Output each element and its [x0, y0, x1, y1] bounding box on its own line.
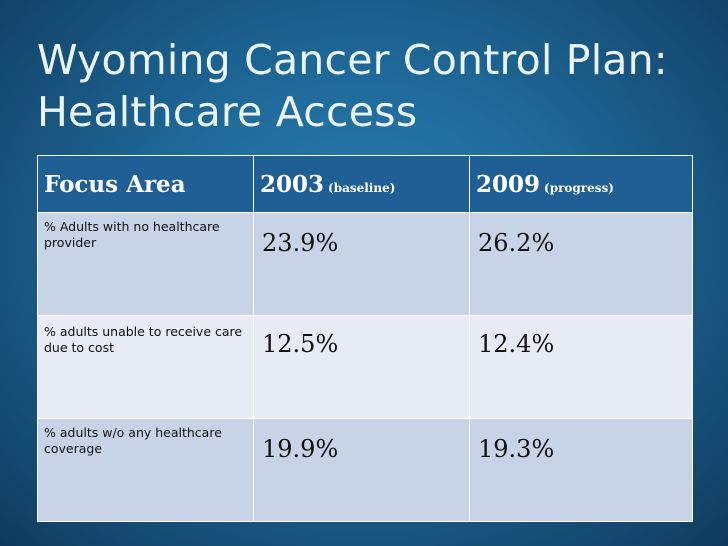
value-2009: 12.4% — [469, 315, 693, 419]
value-2003: 23.9% — [253, 212, 470, 316]
header-focus-area-label: Focus Area — [44, 170, 186, 198]
header-2009-note: (progress) — [544, 180, 614, 195]
value-2003: 19.9% — [253, 418, 470, 522]
value-2009: 19.3% — [469, 418, 693, 522]
header-2003-note: (baseline) — [328, 180, 396, 195]
header-2009: 2009 (progress) — [469, 155, 693, 213]
row-label: % adults unable to receive care due to c… — [37, 315, 254, 419]
table-row: % adults w/o any healthcare coverage 19.… — [37, 418, 693, 522]
header-focus-area: Focus Area — [37, 155, 254, 213]
value-2003: 12.5% — [253, 315, 470, 419]
table-row: % Adults with no healthcare provider 23.… — [37, 212, 693, 316]
slide-title-line-2: Healthcare Access — [37, 88, 418, 136]
row-label: % Adults with no healthcare provider — [37, 212, 254, 316]
table-row: % adults unable to receive care due to c… — [37, 315, 693, 419]
header-2003-year: 2003 — [260, 170, 325, 198]
row-label: % adults w/o any healthcare coverage — [37, 418, 254, 522]
slide-title-line-1: Wyoming Cancer Control Plan: — [37, 36, 668, 84]
healthcare-access-table: Focus Area 2003 (baseline) 2009 (progress)… — [37, 155, 693, 522]
header-2003: 2003 (baseline) — [253, 155, 470, 213]
table-header-row: Focus Area 2003 (baseline) 2009 (progress) — [37, 155, 693, 213]
header-2009-year: 2009 — [476, 170, 541, 198]
slide-title: Wyoming Cancer Control Plan: Healthcare … — [37, 34, 717, 138]
value-2009: 26.2% — [469, 212, 693, 316]
